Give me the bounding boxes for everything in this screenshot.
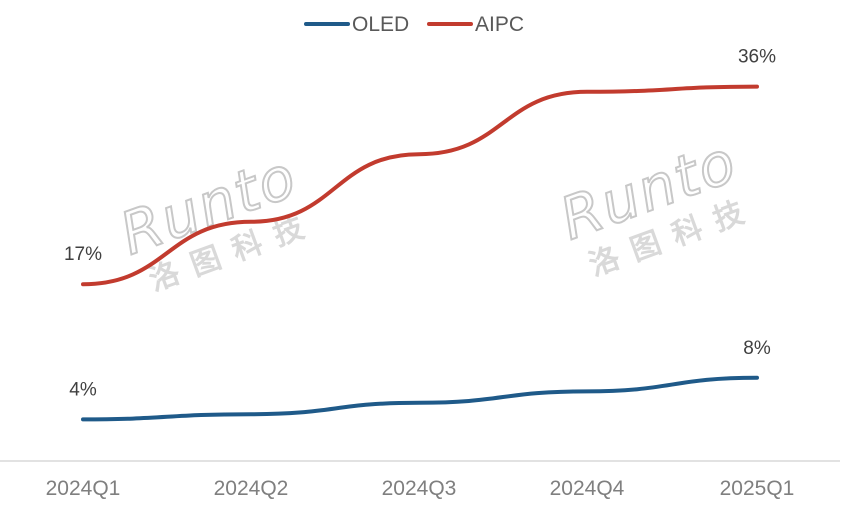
x-tick-label: 2024Q4 <box>550 477 625 500</box>
x-axis-ticks: 2024Q1 2024Q2 2024Q3 2024Q4 2025Q1 <box>46 477 795 500</box>
data-label-oled-first: 4% <box>69 379 97 400</box>
data-label-aipc-first: 17% <box>64 244 102 265</box>
data-label-oled-last: 8% <box>743 338 771 359</box>
legend: OLED AIPC <box>304 13 524 36</box>
x-tick-label: 2024Q1 <box>46 477 121 500</box>
watermark-right: Runto 洛图科技 <box>551 126 762 284</box>
x-tick-label: 2025Q1 <box>720 477 795 500</box>
data-label-aipc-last: 36% <box>738 47 776 68</box>
watermark-left: Runto 洛图科技 <box>111 141 322 299</box>
legend-label-oled: OLED <box>352 13 409 36</box>
series-line-aipc <box>81 84 759 287</box>
legend-label-aipc: AIPC <box>475 13 524 36</box>
x-tick-label: 2024Q2 <box>214 477 289 500</box>
x-tick-label: 2024Q3 <box>382 477 457 500</box>
series-line-oled <box>81 375 759 422</box>
